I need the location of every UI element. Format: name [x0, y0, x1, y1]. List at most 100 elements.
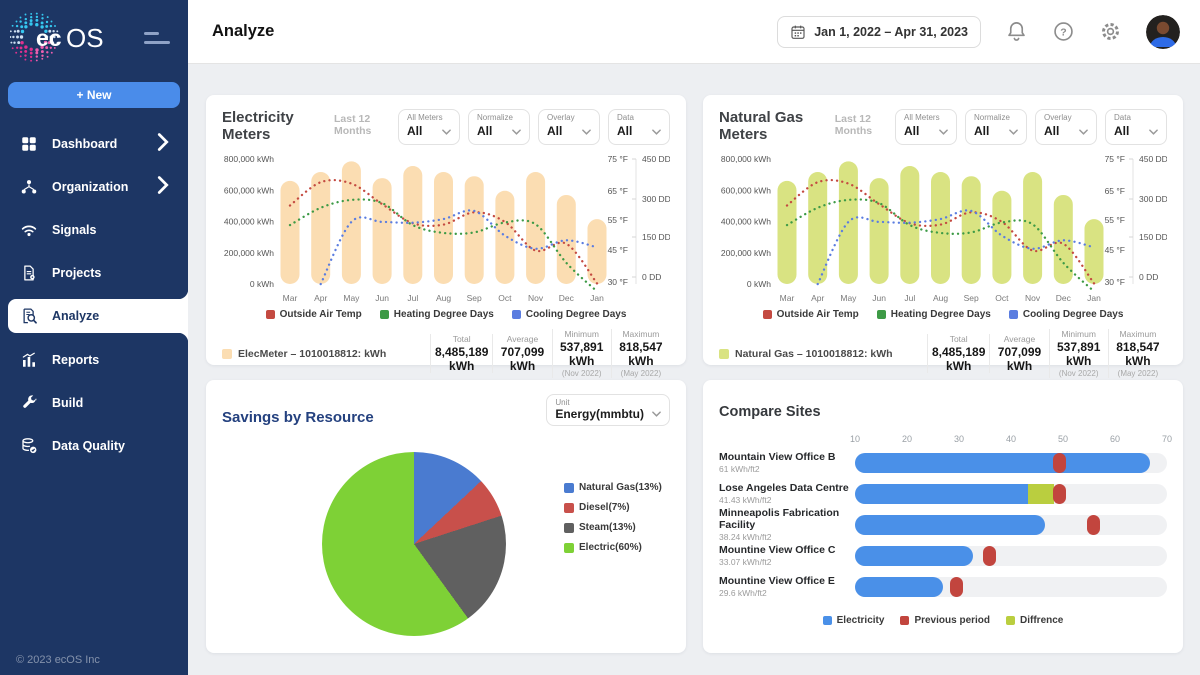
- svg-text:200,000 kWh: 200,000 kWh: [721, 248, 771, 258]
- site-bar-track[interactable]: [855, 514, 1167, 535]
- compare-legend-item-electricity: Electricity: [822, 615, 884, 626]
- filter-normalize[interactable]: Normalize All: [965, 109, 1027, 145]
- compare-axis: 10 20 30 40 50 60 70: [850, 434, 1172, 447]
- data-quality-icon: [20, 437, 38, 455]
- filter-overlay[interactable]: Overlay All: [538, 109, 600, 145]
- sidebar-item-analyze[interactable]: Analyze: [8, 289, 188, 343]
- sidebar-item-label: Build: [52, 395, 84, 410]
- stat-label: Maximum: [1119, 329, 1157, 339]
- meter-swatch: [222, 348, 232, 359]
- site-name: Minneapolis Fabrication Facility: [719, 506, 840, 531]
- help-icon[interactable]: ?: [1052, 20, 1075, 43]
- sidebar-item-data-quality[interactable]: Data Quality: [0, 424, 188, 467]
- stat-value: 8,485,189 kWh: [932, 345, 986, 373]
- legend-swatch: [511, 310, 521, 319]
- sidebar-item-organization[interactable]: Organization: [0, 165, 188, 208]
- site-bar-track[interactable]: [855, 452, 1167, 473]
- avatar[interactable]: [1146, 14, 1180, 49]
- electricity-stats: ElecMeter – 1010018812: kWh Total 8,485,18…: [222, 329, 670, 378]
- chevron-down-icon: [1149, 122, 1158, 140]
- svg-text:800,000 kWh: 800,000 kWh: [224, 154, 274, 164]
- site-row-mountain-view-office-b: Mountain View Office B 61 kWh/ft2: [719, 447, 1167, 478]
- electricity-bar: [855, 576, 944, 597]
- filter-value: All: [617, 124, 633, 138]
- analyze-icon: [20, 307, 38, 325]
- site-value: 61 kWh/ft2: [719, 464, 760, 475]
- site-bar-track[interactable]: [855, 576, 1167, 597]
- build-icon: [20, 394, 38, 412]
- stat-label: Total: [949, 334, 968, 344]
- filter-value: All: [547, 124, 563, 138]
- copyright: © 2023 ecOS Inc: [16, 654, 100, 666]
- filter-normalize[interactable]: Normalize All: [468, 109, 530, 145]
- svg-text:Jun: Jun: [375, 293, 389, 303]
- sidebar-item-build[interactable]: Build: [0, 381, 188, 424]
- unit-dropdown[interactable]: Unit Energy(mmbtu): [546, 394, 670, 426]
- svg-text:450 DD: 450 DD: [642, 154, 670, 164]
- axis-tick: 50: [1057, 434, 1069, 444]
- filter-data[interactable]: Data All: [608, 109, 670, 145]
- chevron-down-icon: [939, 122, 948, 140]
- legend-swatch: [379, 310, 389, 319]
- svg-text:45 °F: 45 °F: [608, 245, 628, 255]
- filter-label: All Meters: [904, 113, 940, 122]
- chevron-right-icon: [154, 176, 172, 197]
- stat-caption: (May 2022): [620, 369, 662, 378]
- filter-label: Data: [1114, 113, 1131, 122]
- site-label: Mountine View Office E 29.6 kWh/ft2: [719, 575, 855, 598]
- stat-label: Minimum: [564, 329, 599, 339]
- filter-overlay[interactable]: Overlay All: [1035, 109, 1097, 145]
- filter-value: All: [477, 124, 493, 138]
- electricity-bar: [855, 514, 1045, 535]
- electricity-bar: [855, 452, 1151, 473]
- date-range-picker[interactable]: Jan 1, 2022 – Apr 31, 2023: [777, 15, 981, 48]
- meter-name: Natural Gas – 1010018812: kWh: [719, 348, 927, 360]
- svg-text:150 DD: 150 DD: [642, 232, 670, 242]
- stat-label: Minimum: [1061, 329, 1096, 339]
- sidebar-item-projects[interactable]: Projects: [0, 251, 188, 294]
- menu-toggle-icon[interactable]: [144, 32, 170, 44]
- site-name: Lose Angeles Data Centre: [719, 481, 849, 494]
- stat-label: Maximum: [622, 329, 660, 339]
- sidebar-item-dashboard[interactable]: Dashboard: [0, 122, 188, 165]
- savings-panel-title: Savings by Resource: [222, 408, 374, 426]
- new-button[interactable]: + New: [8, 82, 180, 108]
- svg-text:Jan: Jan: [1087, 293, 1101, 303]
- bell-icon[interactable]: [1005, 20, 1028, 43]
- stat-total: Total 8,485,189 kWh: [430, 334, 492, 373]
- savings-pie-chart: [322, 452, 506, 636]
- filter-label: Overlay: [547, 113, 575, 122]
- stat-average: Average 707,099 kWh: [989, 334, 1048, 373]
- filter-data[interactable]: Data All: [1105, 109, 1167, 145]
- sidebar-item-signals[interactable]: Signals: [0, 208, 188, 251]
- chevron-down-icon: [512, 122, 521, 140]
- gas-panel-subtitle: Last 12 Months: [834, 113, 873, 137]
- meter-name-label: ElecMeter – 1010018812: kWh: [238, 347, 387, 360]
- meter-name: ElecMeter – 1010018812: kWh: [222, 348, 430, 360]
- stat-total: Total 8,485,189 kWh: [927, 334, 989, 373]
- legend-swatch: [1008, 310, 1018, 319]
- dashboard-grid: Electricity Meters Last 12 Months All Me…: [188, 64, 1200, 675]
- stat-caption: (Nov 2022): [1058, 369, 1099, 378]
- compare-legend-swatch: [900, 616, 910, 625]
- svg-text:Dec: Dec: [1056, 293, 1072, 303]
- previous-period-marker: [1052, 452, 1066, 473]
- sidebar-item-label: Signals: [52, 222, 97, 237]
- site-bar-track[interactable]: [855, 483, 1167, 504]
- chevron-down-icon: [1009, 122, 1018, 140]
- stat-value: 537,891 kWh: [560, 340, 604, 368]
- sidebar-item-reports[interactable]: Reports: [0, 338, 188, 381]
- gas-stats: Natural Gas – 1010018812: kWh Total 8,485,…: [719, 329, 1167, 378]
- svg-text:Oct: Oct: [995, 293, 1009, 303]
- site-bar-track[interactable]: [855, 545, 1167, 566]
- site-value: 41.43 kWh/ft2: [719, 495, 772, 506]
- filter-all-meters[interactable]: All Meters All: [895, 109, 957, 145]
- previous-period-marker: [949, 576, 963, 597]
- previous-period-marker: [982, 545, 996, 566]
- svg-text:400,000 kWh: 400,000 kWh: [224, 217, 274, 227]
- compare-legend-label: Diffrence: [1020, 615, 1064, 626]
- filter-all-meters[interactable]: All Meters All: [398, 109, 460, 145]
- pie-legend-label: Electric(60%): [579, 542, 642, 553]
- gear-icon[interactable]: [1099, 20, 1122, 43]
- unit-dropdown-value: Energy(mmbtu): [555, 407, 644, 421]
